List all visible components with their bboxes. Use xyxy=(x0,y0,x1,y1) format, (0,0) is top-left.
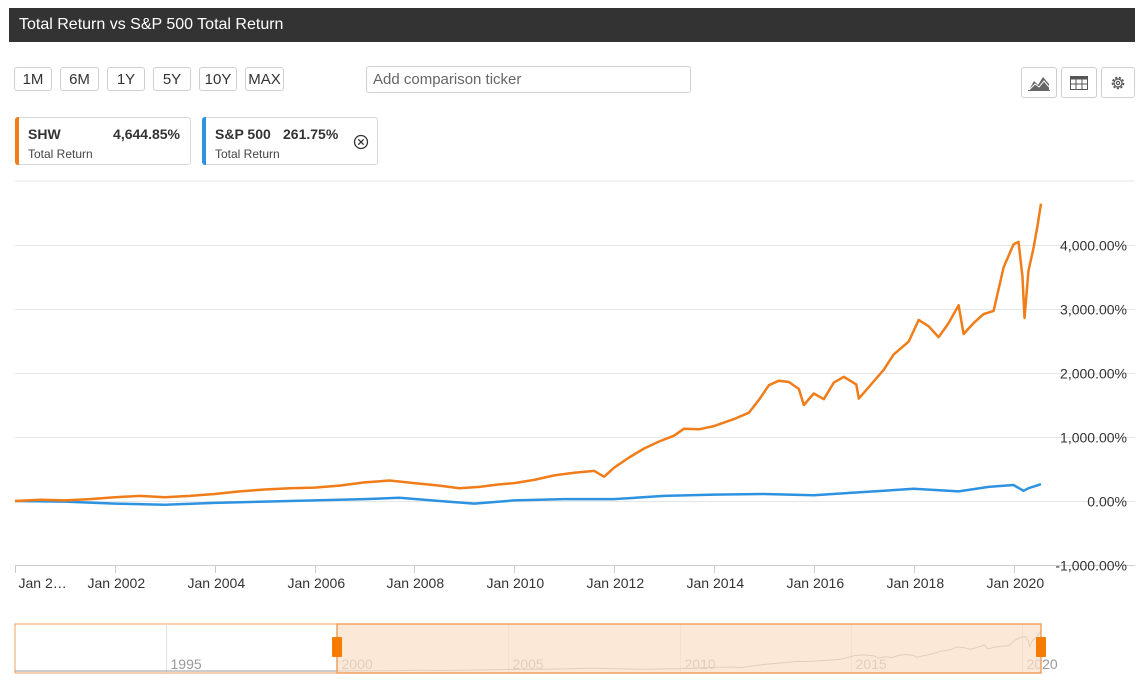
legend-symbol: SHW xyxy=(28,126,61,142)
x-tick-label: Jan 2008 xyxy=(387,575,445,591)
range-button-max[interactable]: MAX xyxy=(245,67,284,91)
navigator-tick-label: 1995 xyxy=(171,656,202,672)
series-color-swatch xyxy=(15,117,19,165)
series-line-shw xyxy=(14,203,1043,503)
navigator-selection[interactable] xyxy=(336,623,1042,674)
legend-subtitle: Total Return xyxy=(28,147,93,161)
settings-button[interactable] xyxy=(1101,67,1135,98)
chart-type-button[interactable] xyxy=(1021,67,1057,98)
x-tick-label: Jan 2002 xyxy=(88,575,146,591)
legend-value: 4,644.85% xyxy=(113,126,180,142)
table-icon xyxy=(1070,75,1088,90)
legend-symbol: S&P 500 xyxy=(215,126,271,142)
series-line-sp500 xyxy=(14,483,1042,507)
x-tick-label: Jan 2004 xyxy=(188,575,246,591)
x-tick-label: Jan 2018 xyxy=(887,575,945,591)
y-tick-label: 2,000.00% xyxy=(1060,366,1127,382)
x-tick-label: Jan 2020 xyxy=(987,575,1045,591)
x-tick-label: Jan 2010 xyxy=(487,575,545,591)
remove-series-close-icon[interactable] xyxy=(353,134,369,150)
area-chart-icon xyxy=(1028,76,1050,91)
y-tick-label: -1,000.00% xyxy=(1055,558,1127,574)
gear-icon xyxy=(1111,76,1125,89)
x-tick-label: Jan 2012 xyxy=(587,575,645,591)
range-button-1y[interactable]: 1Y xyxy=(107,67,145,91)
x-tick-label: Jan 2016 xyxy=(787,575,845,591)
chart-title: Total Return vs S&P 500 Total Return xyxy=(9,8,1135,42)
range-button-1m[interactable]: 1M xyxy=(14,67,52,91)
x-tick-label: Jan 2… xyxy=(19,575,67,591)
table-view-button[interactable] xyxy=(1061,67,1097,98)
x-tick-label: Jan 2014 xyxy=(687,575,745,591)
legend-subtitle: Total Return xyxy=(215,147,280,161)
x-tick-label: Jan 2006 xyxy=(288,575,346,591)
legend-item-shw[interactable]: SHW 4,644.85% Total Return xyxy=(15,117,191,165)
legend-value: 261.75% xyxy=(283,126,339,142)
navigator-left-handle[interactable] xyxy=(332,637,343,657)
y-tick-label: 0.00% xyxy=(1087,494,1127,510)
y-tick-label: 4,000.00% xyxy=(1060,238,1127,254)
range-button-6m[interactable]: 6M xyxy=(60,67,99,91)
comparison-ticker-input[interactable] xyxy=(366,66,691,93)
navigator-right-handle[interactable] xyxy=(1036,637,1046,657)
series-color-swatch xyxy=(202,117,206,165)
range-button-10y[interactable]: 10Y xyxy=(199,67,237,91)
range-button-5y[interactable]: 5Y xyxy=(153,67,191,91)
legend-item-sp500[interactable]: S&P 500 261.75% Total Return xyxy=(202,117,378,165)
y-tick-label: 1,000.00% xyxy=(1060,430,1127,446)
y-tick-label: 3,000.00% xyxy=(1060,302,1127,318)
